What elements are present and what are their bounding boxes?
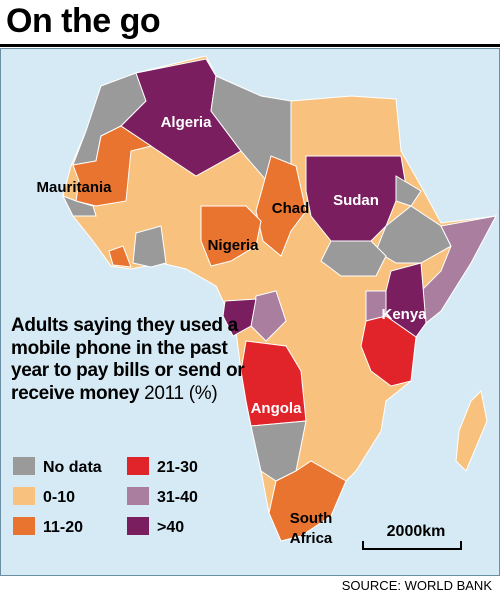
map-label: Kenya [381, 306, 427, 323]
country-11-20 [108, 245, 132, 268]
description-bold: Adults saying they used a mobile phone i… [11, 315, 245, 404]
legend-label: 0-10 [43, 489, 76, 506]
country-sudan [305, 155, 407, 242]
legend-swatch [127, 517, 149, 535]
country-mauritania [72, 125, 153, 207]
country-21-30 [360, 315, 417, 387]
map-panel: Algeria Mauritania Chad Sudan Nigeria Kenya An… [0, 48, 500, 576]
map-label: Angola [250, 400, 302, 417]
legend-swatch [13, 457, 35, 475]
legend-item: >40 [127, 517, 184, 537]
map-label: Sudan [333, 192, 379, 209]
country-nigeria [200, 205, 262, 267]
country-no-data [132, 225, 167, 268]
country-south-africa [268, 460, 347, 542]
country-algeria [120, 58, 242, 177]
legend-item: No data [13, 457, 102, 477]
source: SOURCE: WORLD BANK [341, 578, 492, 593]
legend-label: 11-20 [43, 519, 84, 536]
title-rule [0, 44, 500, 47]
title: On the go [6, 2, 161, 40]
scale-label: 2000km [386, 523, 446, 540]
legend-swatch [13, 517, 35, 535]
map-label: South Africa [289, 510, 333, 547]
madagascar [455, 389, 488, 472]
country-no-data [320, 240, 387, 277]
legend-swatch [127, 457, 149, 475]
country-no-data [61, 195, 97, 217]
legend-label: 21-30 [157, 459, 198, 476]
country-chad [255, 155, 307, 257]
legend-item: 11-20 [13, 517, 83, 537]
map-label: Nigeria [207, 237, 259, 254]
map [61, 55, 497, 550]
country-over-40 [222, 298, 257, 337]
map-label: Algeria [160, 114, 212, 131]
legend-label: No data [43, 459, 102, 476]
map-label: Chad [271, 200, 310, 217]
map-label: Mauritania [36, 179, 112, 196]
legend-item: 0-10 [13, 487, 75, 507]
legend-item: 21-30 [127, 457, 198, 477]
description: Adults saying they used a mobile phone i… [11, 315, 251, 405]
legend-label: >40 [157, 519, 185, 536]
description-normal: 2011 (%) [144, 382, 218, 404]
legend-label: 31-40 [157, 489, 198, 506]
legend-swatch [127, 487, 149, 505]
legend-item: 31-40 [127, 487, 198, 507]
legend-swatch [13, 487, 35, 505]
